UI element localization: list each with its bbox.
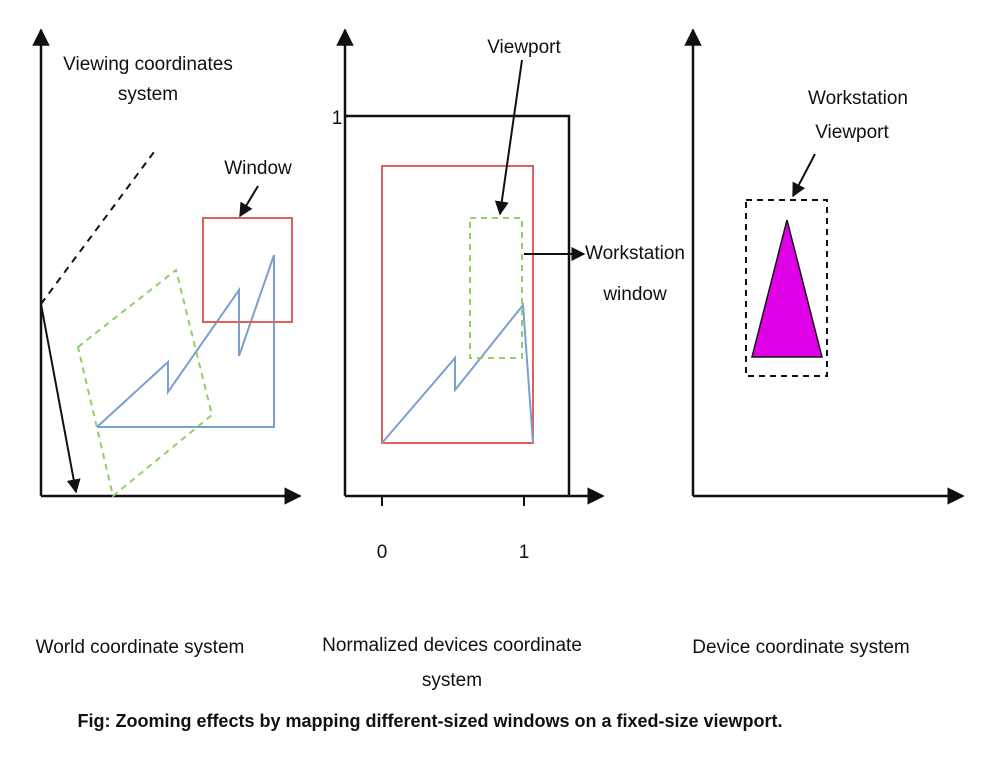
ndc-viewport-rect bbox=[381, 165, 534, 444]
ndc-caption-1: Normalized devices coordinate bbox=[322, 635, 582, 656]
ndc-x-tick-label-0: 0 bbox=[377, 542, 388, 563]
workstation-window-label-2: window bbox=[602, 284, 667, 305]
world-caption: World coordinate system bbox=[36, 637, 245, 658]
viewing-coordinates-label-2: system bbox=[118, 84, 178, 105]
viewport-label: Viewport bbox=[487, 37, 561, 58]
workstation-viewport-rect bbox=[745, 199, 828, 377]
ndc-x-tick-label-1: 1 bbox=[519, 542, 530, 563]
device-caption: Device coordinate system bbox=[692, 637, 910, 658]
viewport-pointer-arrow bbox=[494, 59, 523, 216]
world-shape bbox=[96, 254, 275, 428]
viewing-y-axis-arrow bbox=[40, 303, 81, 494]
ndc-shape bbox=[381, 302, 534, 444]
ndc-panel: 1 0 1 Viewport Workstation window bbox=[332, 28, 685, 563]
window-rect bbox=[202, 217, 293, 323]
rotated-viewing-window bbox=[76, 268, 214, 498]
ndc-y-tick-label: 1 bbox=[332, 108, 343, 129]
workstation-window-label-1: Workstation bbox=[585, 243, 685, 264]
device-panel: Workstation Viewport bbox=[684, 28, 965, 505]
workstation-viewport-pointer-arrow bbox=[792, 153, 816, 198]
window-pointer-arrow bbox=[239, 185, 259, 218]
device-triangle bbox=[751, 219, 823, 358]
window-label: Window bbox=[224, 158, 292, 179]
ndc-unit-square bbox=[345, 114, 571, 496]
viewing-coordinates-label-1: Viewing coordinates bbox=[63, 54, 233, 75]
workstation-window-rect bbox=[469, 217, 523, 359]
ndc-caption-2: system bbox=[422, 670, 482, 691]
figure-caption: Fig: Zooming effects by mapping differen… bbox=[77, 711, 782, 731]
workstation-viewport-label-1: Workstation bbox=[808, 88, 908, 109]
workstation-viewport-label-2: Viewport bbox=[815, 122, 889, 143]
viewing-x-axis-dashed bbox=[40, 147, 158, 305]
world-panel: Viewing coordinates system Window bbox=[32, 28, 302, 505]
